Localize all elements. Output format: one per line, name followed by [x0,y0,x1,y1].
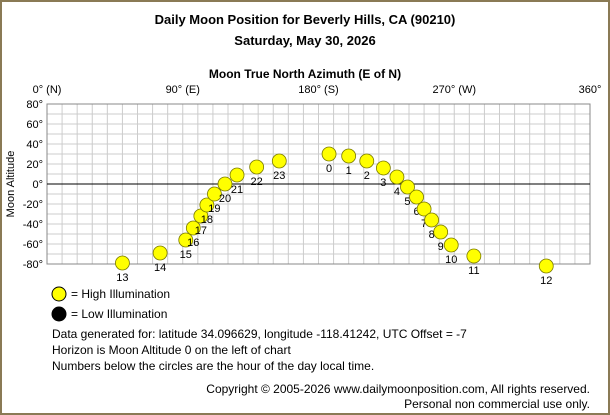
legend-high-swatch [51,286,67,302]
hour-label: 16 [187,237,199,249]
hour-label: 19 [208,203,220,215]
hour-label: 2 [364,170,370,182]
hour-label: 18 [201,214,213,226]
hour-label: 22 [251,176,263,188]
y-tick-label: 20° [26,159,43,171]
moon-point-hour-1 [341,148,357,164]
hour-label: 9 [438,241,444,253]
moon-point-hour-19 [207,186,222,202]
hour-label: 8 [429,229,435,241]
moon-point-hour-3 [375,160,391,176]
y-tick-label: 80° [26,99,43,111]
x-axis-title: Moon True North Azimuth (E of N) [208,67,402,81]
moon-point-hour-21 [229,167,245,183]
moon-point-hour-18 [199,197,215,213]
info-horizon: Horizon is Moon Altitude 0 on the left o… [52,343,291,357]
moon-point-hour-15 [178,232,194,248]
y-tick-label: -40° [23,219,43,231]
moon-point-hour-10 [443,237,459,253]
y-axis-title: Moon Altitude [5,151,17,218]
moon-point-hour-7 [416,201,432,217]
x-tick-label: 270° (W) [432,84,476,96]
hour-label: 6 [413,206,419,218]
usage-note: Personal non commercial use only. [404,397,590,411]
moon-point-hour-6 [409,189,424,205]
moon-point-hour-22 [249,159,265,175]
legend-low-label: = Low Illumination [71,307,167,321]
hour-label: 12 [540,275,552,287]
info-hours: Numbers below the circles are the hour o… [52,359,375,373]
x-tick-label: 360° [579,84,602,96]
hour-label: 3 [380,177,386,189]
x-tick-label: 180° (S) [298,84,338,96]
moon-point-hour-2 [359,153,375,169]
chart-subtitle: Saturday, May 30, 2026 [234,33,376,48]
hour-label: 0 [326,163,332,175]
y-tick-label: -60° [23,239,43,251]
hour-label: 23 [273,170,285,182]
moon-point-hour-0 [321,146,337,162]
legend-low-swatch [51,306,67,322]
hour-label: 5 [404,196,410,208]
hour-label: 15 [180,249,192,261]
hour-label: 17 [195,225,207,237]
y-tick-label: 60° [26,119,43,131]
moon-point-hour-4 [389,169,405,185]
hour-label: 10 [445,254,457,266]
hour-label: 21 [231,184,243,196]
moon-point-hour-12 [538,258,554,274]
moon-point-hour-9 [433,224,449,240]
moon-point-hour-11 [466,248,482,264]
info-location: Data generated for: latitude 34.096629, … [52,327,467,341]
hour-label: 20 [219,193,231,205]
axes: 0° (N) 90° (E) 180° (S) 270° (W) 360°80°60°4… [5,84,601,271]
x-tick-label: 90° (E) [166,84,200,96]
moon-point-hour-20 [217,176,233,192]
moon-point-hour-5 [400,179,415,195]
hour-label: 14 [154,262,166,274]
hour-label: 7 [421,218,427,230]
copyright: Copyright © 2005-2026 www.dailymoonposit… [206,382,590,396]
chart-title: Daily Moon Position for Beverly Hills, C… [154,12,456,27]
hour-label: 13 [116,272,128,284]
y-tick-label: 0° [32,179,43,191]
y-tick-label: -80° [23,259,43,271]
legend: = High Illumination = Low Illumination [51,286,170,322]
moon-point-hour-23 [271,153,287,169]
y-tick-label: 40° [26,139,43,151]
hour-label: 11 [468,265,479,277]
moon-point-hour-16 [185,220,201,236]
hour-label: 1 [346,165,352,177]
moon-point-hour-13 [115,255,130,271]
legend-high-label: = High Illumination [71,287,170,301]
hour-label: 4 [394,186,400,198]
y-tick-label: -20° [23,199,43,211]
moon-point-hour-8 [424,212,440,228]
x-tick-label: 0° (N) [33,84,62,96]
moon-point-hour-14 [152,245,168,261]
